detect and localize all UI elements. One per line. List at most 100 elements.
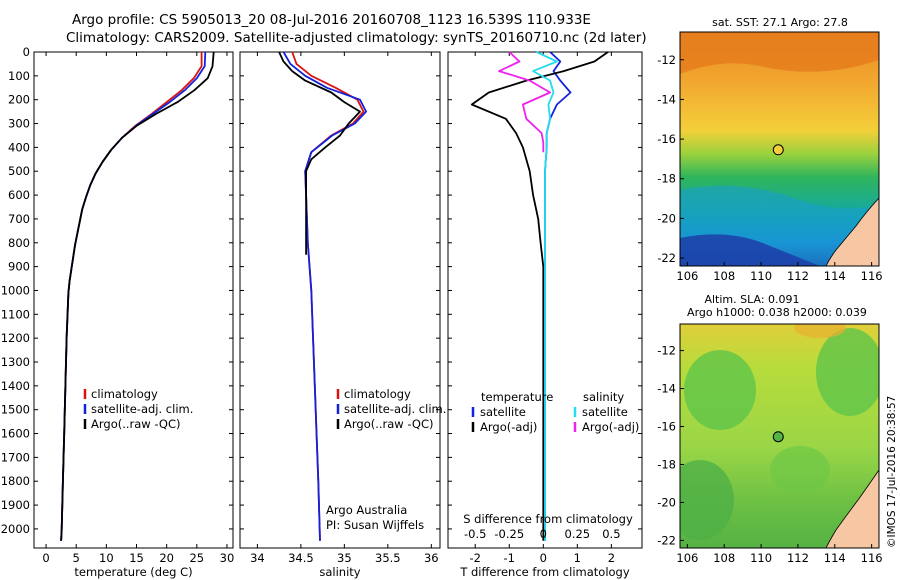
map-x-tick-label: 110 bbox=[750, 551, 772, 565]
salinity-panel: 34 34.5 35 35.5 36 salinity climatologysatelli… bbox=[239, 51, 446, 579]
y-tick-label: 1900 bbox=[1, 498, 30, 512]
x-tick-label: 34 bbox=[250, 551, 265, 565]
legend-label: climatology bbox=[91, 387, 158, 401]
series-line-temperature-argo-adj- bbox=[470, 51, 609, 541]
series-line-satellite-adj-clim- bbox=[60, 51, 207, 541]
legend-label: satellite-adj. clim. bbox=[91, 402, 193, 416]
y-tick-label: 1600 bbox=[1, 427, 30, 441]
legend-label: Argo(-adj) bbox=[582, 420, 639, 434]
difference-x-axis-label-2: S difference from climatology bbox=[463, 512, 633, 526]
x-tick-label: 36 bbox=[424, 551, 439, 565]
series-line-salinity-argo-adj- bbox=[498, 51, 551, 153]
argo-location-marker bbox=[772, 431, 784, 443]
x-tick-label: 15 bbox=[129, 551, 144, 565]
sla-land bbox=[825, 469, 879, 548]
sla-blob bbox=[770, 446, 830, 494]
map-x-tick-label: 116 bbox=[861, 551, 883, 565]
difference-axes-frame bbox=[447, 51, 643, 549]
x-tick-label-2: 0.25 bbox=[565, 527, 591, 541]
series-line-argo-raw-qc- bbox=[278, 51, 361, 255]
map-y-tick-label: -22 bbox=[657, 533, 676, 547]
map-y-tick-label: -14 bbox=[657, 92, 676, 106]
map-x-tick-label: 106 bbox=[676, 269, 698, 283]
sla-blob bbox=[680, 460, 734, 540]
legend-label: satellite bbox=[480, 405, 526, 419]
map-y-tick-label: -12 bbox=[657, 53, 676, 67]
temperature-axes-frame bbox=[33, 51, 234, 549]
y-tick-label: 800 bbox=[8, 236, 30, 250]
y-tick-label: 0 bbox=[23, 45, 30, 59]
header-line-1: Argo profile: CS 5905013_20 08-Jul-2016 … bbox=[72, 12, 591, 28]
x-tick-label: 35.5 bbox=[375, 551, 401, 565]
x-tick-label: 35 bbox=[337, 551, 352, 565]
x-tick-label: -1 bbox=[504, 551, 515, 565]
y-tick-label: 700 bbox=[8, 212, 30, 226]
y-tick-label: 1500 bbox=[1, 403, 30, 417]
x-tick-label: 1 bbox=[574, 551, 581, 565]
y-tick-label: 1200 bbox=[1, 331, 30, 345]
x-tick-label: 2 bbox=[608, 551, 615, 565]
y-tick-label: 1700 bbox=[1, 450, 30, 464]
map-y-tick-label: -18 bbox=[657, 172, 676, 186]
map-x-tick-label: 112 bbox=[787, 551, 809, 565]
map-y-tick-label: -20 bbox=[657, 495, 676, 509]
sst-map-frame bbox=[679, 31, 880, 267]
y-tick-label: 900 bbox=[8, 260, 30, 274]
x-tick-label: 10 bbox=[99, 551, 114, 565]
series-line-climatology bbox=[60, 52, 203, 541]
sst-map-title: sat. SST: 27.1 Argo: 27.8 bbox=[712, 16, 848, 29]
legend-group-title: temperature bbox=[481, 390, 553, 404]
x-tick-label: 5 bbox=[73, 551, 80, 565]
credit-line-2: PI: Susan Wijffels bbox=[326, 518, 424, 532]
sst-map-panel: sat. SST: 27.1 Argo: 27.8 106 108 110 112 11… bbox=[657, 16, 882, 283]
sla-map-title: Altim. SLA: 0.091 bbox=[704, 293, 799, 306]
map-y-tick-label: -22 bbox=[657, 251, 676, 265]
y-tick-label: 1300 bbox=[1, 355, 30, 369]
map-y-tick-label: -16 bbox=[657, 420, 676, 434]
x-tick-label-2: -0.25 bbox=[494, 527, 524, 541]
sst-land bbox=[825, 197, 879, 266]
legend-label: Argo(..raw -QC) bbox=[344, 417, 434, 431]
sla-blob bbox=[684, 350, 756, 430]
difference-x-axis-label: T difference from climatology bbox=[459, 565, 630, 579]
credit-line-1: Argo Australia bbox=[326, 503, 407, 517]
x-tick-label: 20 bbox=[159, 551, 174, 565]
map-x-tick-label: 116 bbox=[861, 269, 883, 283]
x-tick-label: 30 bbox=[220, 551, 235, 565]
map-x-tick-label: 110 bbox=[750, 269, 772, 283]
temperature-panel: 0100200300400500600700800900100011001200… bbox=[1, 45, 235, 579]
sla-map-subtitle: Argo h1000: 0.038 h2000: 0.039 bbox=[687, 306, 867, 319]
y-tick-label: 600 bbox=[8, 188, 30, 202]
x-tick-label: -2 bbox=[469, 551, 480, 565]
sla-warm-blob bbox=[794, 324, 846, 338]
map-y-tick-label: -12 bbox=[657, 344, 676, 358]
y-tick-label: 100 bbox=[8, 69, 30, 83]
difference-panel: -2 -1 0 1 2T difference from climatology temp… bbox=[447, 51, 643, 579]
legend-group-title: salinity bbox=[583, 390, 624, 404]
map-y-tick-label: -20 bbox=[657, 211, 676, 225]
legend-label: Argo(-adj) bbox=[480, 420, 537, 434]
y-tick-label: 200 bbox=[8, 93, 30, 107]
legend-label: satellite-adj. clim. bbox=[344, 402, 446, 416]
temperature-x-axis-label: temperature (deg C) bbox=[74, 565, 192, 579]
map-y-tick-label: -18 bbox=[657, 457, 676, 471]
x-tick-label: 0 bbox=[42, 551, 49, 565]
sla-blob bbox=[816, 328, 879, 416]
map-x-tick-label: 114 bbox=[824, 551, 846, 565]
sst-warm-patch bbox=[680, 32, 879, 74]
map-y-tick-label: -16 bbox=[657, 132, 676, 146]
y-tick-label: 300 bbox=[8, 117, 30, 131]
map-x-tick-label: 106 bbox=[676, 551, 698, 565]
header-line-2: Climatology: CARS2009. Satellite-adjuste… bbox=[66, 30, 647, 46]
series-line-argo-raw-qc- bbox=[60, 51, 215, 541]
salinity-x-axis-label: salinity bbox=[319, 565, 360, 579]
y-tick-label: 1100 bbox=[1, 307, 30, 321]
legend-label: climatology bbox=[344, 387, 411, 401]
y-tick-label: 1000 bbox=[1, 283, 30, 297]
timestamp-side-label: ©IMOS 17-Jul-2016 20:38:57 bbox=[886, 396, 898, 548]
map-x-tick-label: 114 bbox=[824, 269, 846, 283]
sst-deep-patch bbox=[680, 234, 820, 266]
legend-label: satellite bbox=[582, 405, 628, 419]
y-tick-label: 2000 bbox=[1, 522, 30, 536]
map-x-tick-label: 108 bbox=[713, 551, 735, 565]
